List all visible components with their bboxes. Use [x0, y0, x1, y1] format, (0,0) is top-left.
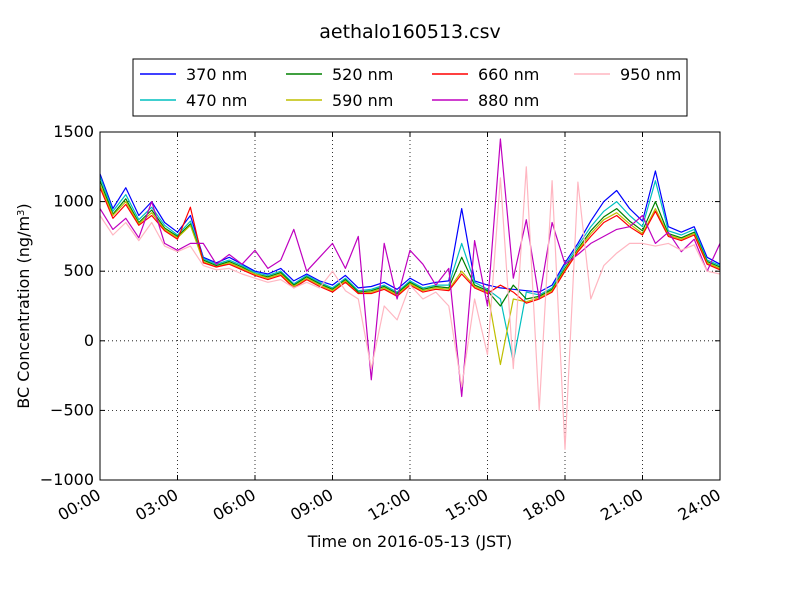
y-tick-label: 500 [63, 261, 94, 280]
y-tick-label: 1000 [53, 192, 94, 211]
legend-label: 590 nm [332, 91, 393, 110]
y-axis-label: BC Concentration (ng/m3) [14, 203, 33, 408]
series-line-950-nm [99, 166, 721, 450]
x-axis-label: Time on 2016-05-13 (JST) [307, 532, 512, 551]
y-tick-label: 1500 [53, 122, 94, 141]
legend-label: 950 nm [620, 65, 681, 84]
series-layer [99, 138, 721, 450]
legend-label: 520 nm [332, 65, 393, 84]
legend-box [132, 58, 688, 117]
series-line-880-nm [99, 138, 721, 398]
y-axis-label-close: ) [14, 203, 33, 209]
legend-label: 470 nm [186, 91, 247, 110]
legend-label: 660 nm [478, 65, 539, 84]
legend: 370 nm 470 nm 520 nm 590 nm 660 nm 880 nm 950 … [132, 58, 688, 117]
y-axis-label-main: BC Concentration (ng/m [14, 216, 33, 409]
y-tick-label: −1000 [40, 470, 94, 489]
y-axis: 1500 1000 500 0 −500 −1000 [40, 122, 720, 489]
y-axis-label-sup: 3 [16, 210, 27, 216]
y-tick-label: −500 [50, 400, 94, 419]
y-tick-label: 0 [84, 331, 94, 350]
chart-title: aethalo160513.csv [319, 21, 501, 43]
legend-label: 370 nm [186, 65, 247, 84]
legend-label: 880 nm [478, 91, 539, 110]
